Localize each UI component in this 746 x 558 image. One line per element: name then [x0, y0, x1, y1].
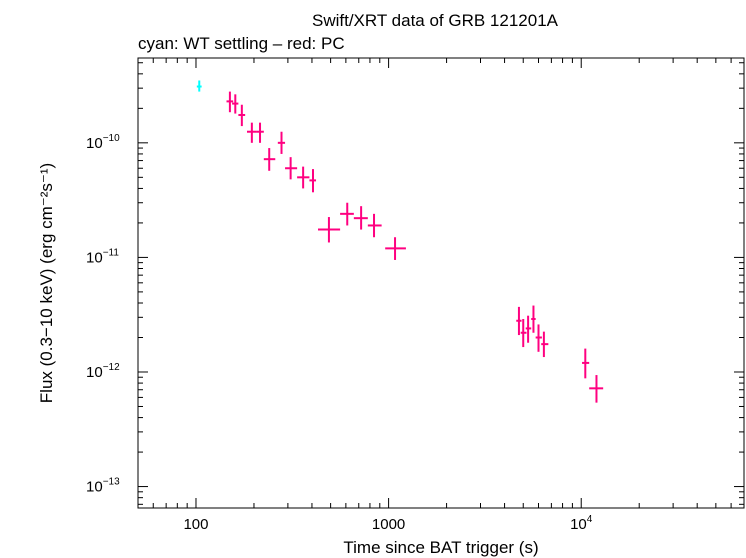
data-points [196, 80, 604, 403]
data-point [226, 91, 234, 113]
y-tick-exponent: −10 [103, 133, 120, 144]
data-point [531, 305, 536, 333]
data-point [256, 122, 264, 143]
x-tick-exponent: 4 [587, 514, 593, 525]
data-point [263, 148, 276, 171]
data-point [541, 331, 549, 358]
data-point [277, 131, 286, 154]
chart-subtitle: cyan: WT settling – red: PC [138, 34, 345, 53]
data-point [297, 166, 310, 189]
x-tick-label: 104 [570, 514, 593, 533]
x-axis: 100 1000 104 [137, 58, 745, 533]
data-point [525, 315, 532, 343]
plot-frame [137, 57, 745, 509]
y-tick-label: 10−13 [86, 477, 120, 496]
y-axis-label: Flux (0.3−10 keV) (erg cm⁻²s⁻¹) [37, 163, 56, 403]
data-point [309, 169, 317, 193]
y-tick-exponent: −12 [103, 362, 120, 373]
data-point [238, 104, 246, 127]
y-tick-label: 10−10 [86, 133, 120, 152]
data-point [353, 206, 368, 230]
data-point [367, 213, 382, 238]
data-point [232, 94, 239, 114]
data-point [340, 202, 354, 226]
y-tick-base: 10 [86, 479, 103, 496]
x-axis-label: Time since BAT trigger (s) [343, 538, 538, 557]
y-tick-exponent: −11 [103, 247, 120, 258]
data-point [246, 122, 257, 143]
y-tick-label: 10−11 [86, 247, 119, 266]
y-tick-base: 10 [86, 135, 103, 152]
x-tick-base: 100 [183, 516, 208, 533]
y-tick-base: 10 [86, 249, 103, 266]
data-point [582, 348, 590, 379]
data-point [318, 217, 341, 243]
y-tick-base: 10 [86, 364, 103, 381]
data-point [516, 306, 522, 336]
y-tick-exponent: −13 [103, 477, 120, 488]
y-tick-label: 10−12 [86, 362, 120, 381]
x-tick-base: 1000 [372, 516, 405, 533]
data-point [520, 319, 527, 348]
x-tick-label: 100 [183, 516, 208, 533]
data-point [285, 157, 298, 180]
x-tick-label: 1000 [372, 516, 405, 533]
data-point [385, 237, 406, 260]
data-point [196, 80, 202, 92]
pc-series [226, 91, 604, 403]
wt-settling-series [196, 80, 202, 92]
data-point [535, 324, 542, 352]
data-point [589, 375, 604, 403]
chart-title: Swift/XRT data of GRB 121201A [312, 11, 559, 30]
x-tick-base: 10 [570, 516, 587, 533]
